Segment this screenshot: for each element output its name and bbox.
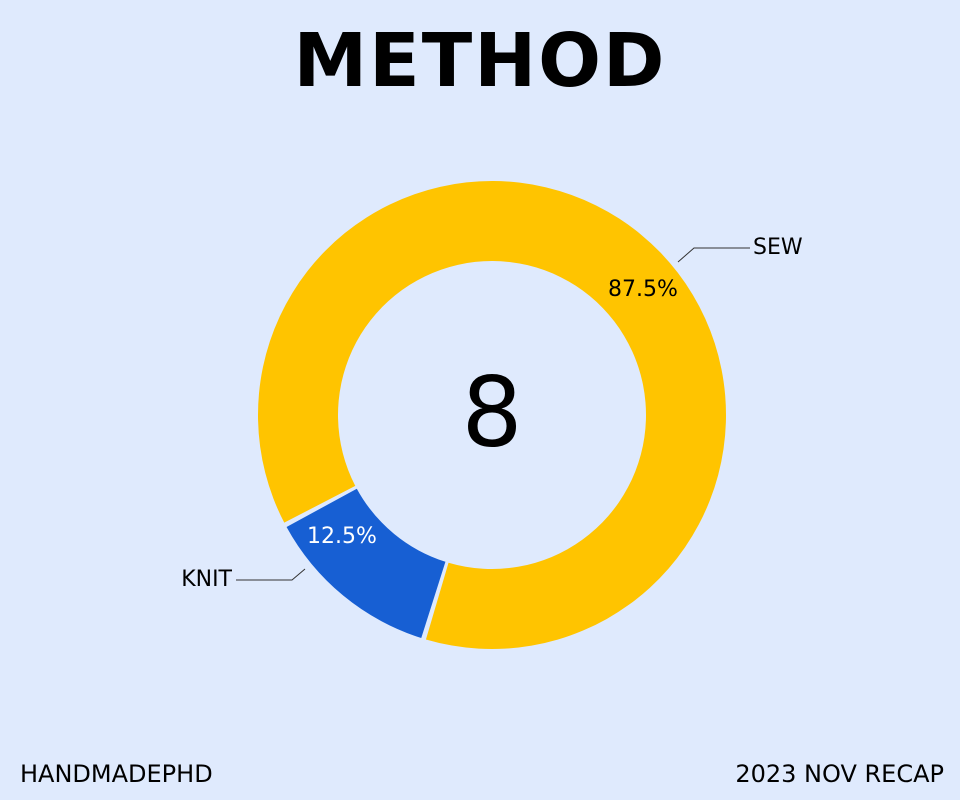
slice-knit-value-label: 12.5%: [307, 524, 377, 549]
slice-sew-value-label: 87.5%: [608, 277, 678, 302]
donut-center-value: 8: [461, 356, 522, 468]
footer-period: 2023 NOV RECAP: [735, 760, 944, 788]
chart-title: METHOD: [293, 18, 667, 104]
slice-knit-category-label: KNIT: [181, 567, 232, 592]
footer-brand: HANDMADEPHD: [20, 760, 213, 788]
slice-knit: [286, 488, 446, 639]
slice-sew-category-label: SEW: [753, 235, 803, 260]
sew-leader-line: [677, 247, 750, 263]
slice-sew: [258, 180, 726, 649]
knit-leader-line: [236, 568, 306, 581]
